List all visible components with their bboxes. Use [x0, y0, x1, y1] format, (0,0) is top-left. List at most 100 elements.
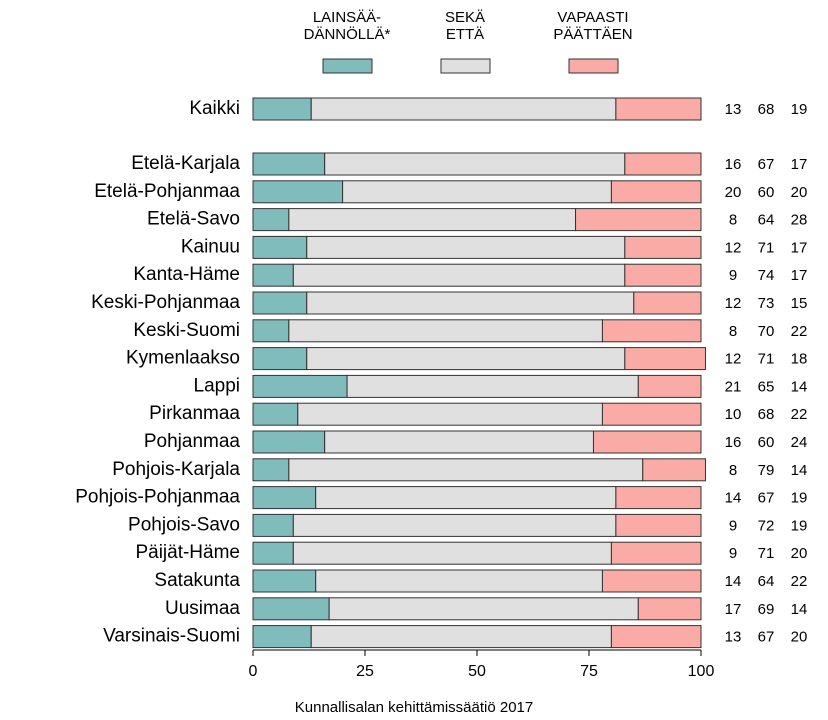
bar-segment — [615, 486, 702, 510]
bar-segment — [252, 235, 308, 259]
category-label: Etelä-Karjala — [131, 153, 240, 174]
value-label: 68 — [758, 406, 775, 423]
value-label: 71 — [758, 239, 775, 256]
bar-segment — [252, 208, 290, 232]
x-tick-label: 50 — [468, 663, 486, 680]
value-label: 12 — [725, 239, 742, 256]
value-label: 14 — [725, 490, 742, 507]
bar-segment — [306, 291, 635, 315]
bar-segment — [624, 152, 702, 176]
bar-segment — [252, 458, 290, 482]
value-label: 14 — [791, 601, 808, 618]
value-label: 20 — [791, 629, 808, 646]
x-tick-label: 100 — [688, 663, 715, 680]
value-label: 68 — [758, 101, 775, 118]
bar-segment — [610, 541, 702, 565]
value-label: 70 — [758, 323, 775, 340]
value-label: 24 — [791, 434, 808, 451]
category-label: Pohjois-Karjala — [112, 459, 240, 480]
value-label: 9 — [729, 267, 737, 284]
bar-segment — [252, 625, 312, 649]
category-label: Etelä-Pohjanmaa — [94, 181, 240, 202]
category-label: Pirkanmaa — [149, 403, 240, 424]
category-label: Päijät-Häme — [135, 542, 240, 563]
legend-label: LAINSÄÄ- DÄNNÖLLÄ* — [303, 9, 391, 43]
x-tick-label: 25 — [356, 663, 374, 680]
bar-segment — [252, 541, 294, 565]
value-label: 19 — [791, 101, 808, 118]
category-label: Kainuu — [181, 236, 240, 257]
bar-segment — [624, 235, 702, 259]
bar-segment — [324, 430, 594, 454]
bar-segment — [610, 180, 702, 204]
value-label: 14 — [725, 573, 742, 590]
value-label: 9 — [729, 517, 737, 534]
value-label: 14 — [791, 378, 808, 395]
bar-segment — [252, 180, 344, 204]
bar-segment — [310, 625, 612, 649]
x-tick-label: 75 — [580, 663, 598, 680]
value-label: 12 — [725, 295, 742, 312]
source: Kunnallisalan kehittämissäätiö 2017 — [295, 699, 533, 716]
value-label: 79 — [758, 462, 775, 479]
bar-segment — [292, 263, 626, 287]
value-label: 21 — [725, 378, 742, 395]
bar-segment — [575, 208, 702, 232]
value-label: 19 — [791, 490, 808, 507]
value-label: 22 — [791, 406, 808, 423]
value-label: 18 — [791, 351, 808, 368]
x-tick-label: 0 — [249, 663, 258, 680]
bar-segment — [315, 486, 617, 510]
bar-segment — [342, 180, 612, 204]
bar-segment — [315, 569, 603, 593]
bar-segment — [601, 319, 702, 343]
value-label: 60 — [758, 434, 775, 451]
value-label: 17 — [791, 156, 808, 173]
bar-segment — [306, 347, 626, 371]
bar-segment — [288, 319, 603, 343]
bar-segment — [642, 458, 706, 482]
value-label: 19 — [791, 517, 808, 534]
value-label: 8 — [729, 462, 737, 479]
value-label: 71 — [758, 351, 775, 368]
bar-segment — [252, 291, 308, 315]
value-label: 8 — [729, 212, 737, 229]
bar-segment — [310, 97, 617, 121]
value-label: 28 — [791, 212, 808, 229]
value-label: 64 — [758, 212, 775, 229]
value-label: 22 — [791, 573, 808, 590]
value-label: 71 — [758, 545, 775, 562]
bar-segment — [252, 319, 290, 343]
bar-segment — [292, 541, 612, 565]
value-label: 10 — [725, 406, 742, 423]
bar-segment — [252, 430, 326, 454]
bar-segment — [601, 569, 702, 593]
bar-segment — [252, 374, 348, 398]
legend-label: VAPAASTI PÄÄTTÄEN — [553, 9, 633, 43]
bar-segment — [297, 402, 603, 426]
bar-segment — [592, 430, 702, 454]
value-label: 73 — [758, 295, 775, 312]
bar-segment — [288, 458, 644, 482]
category-label: Pohjois-Pohjanmaa — [75, 487, 240, 508]
bar-segment — [306, 235, 626, 259]
value-label: 20 — [791, 184, 808, 201]
bar-segment — [252, 513, 294, 537]
category-label: Uusimaa — [165, 598, 240, 619]
bar-segment — [252, 486, 317, 510]
bar-segment — [637, 374, 702, 398]
value-label: 67 — [758, 490, 775, 507]
bar-segment — [328, 597, 639, 621]
category-label: Keski-Suomi — [133, 320, 240, 341]
value-label: 74 — [758, 267, 775, 284]
bar-segment — [252, 402, 299, 426]
bar-segment — [624, 263, 702, 287]
bar-segment — [252, 597, 330, 621]
value-label: 12 — [725, 351, 742, 368]
legend-swatch — [322, 58, 373, 74]
value-label: 64 — [758, 573, 775, 590]
bar-segment — [610, 625, 702, 649]
bar-segment — [252, 97, 312, 121]
